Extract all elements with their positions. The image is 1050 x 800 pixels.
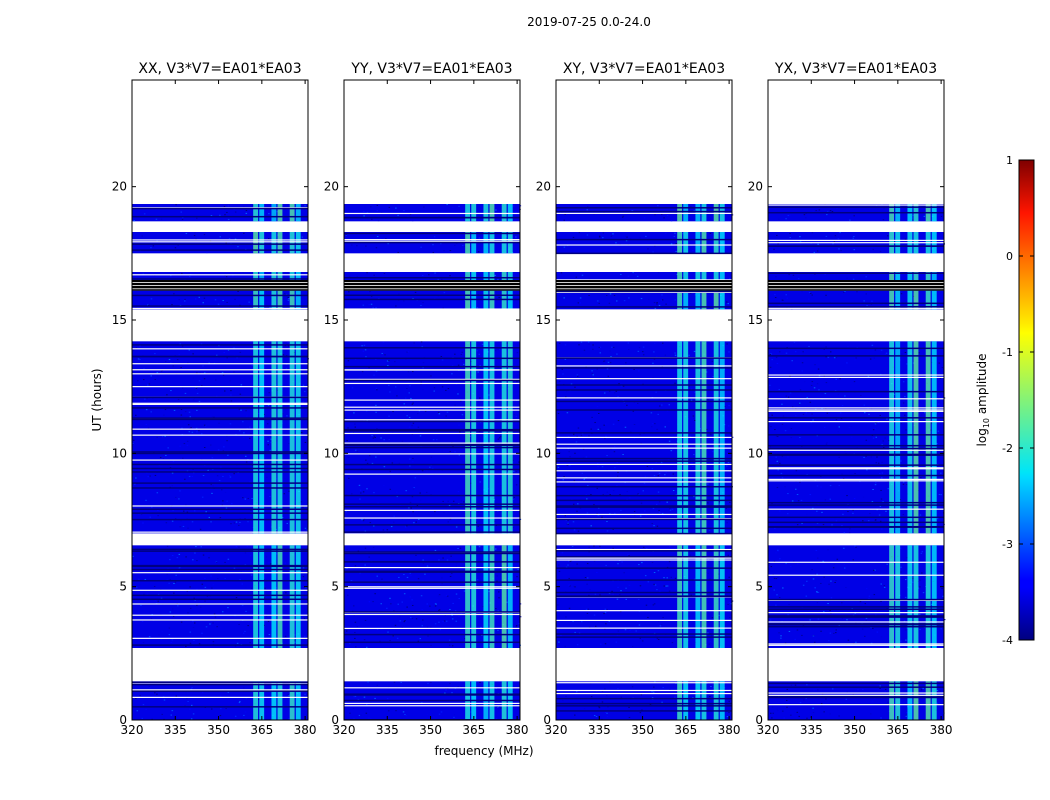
panel-title-1: YY, V3*V7=EA01*EA03 [350,61,512,77]
data-segment-0-4 [132,272,308,283]
x-tick-label-1-3: 365 [462,723,485,737]
x-tick-label-0-3: 365 [250,723,273,737]
data-segment-2-6 [556,204,734,222]
x-tick-label-3-4: 380 [930,723,953,737]
data-segment-1-0 [344,681,520,721]
chart-suptitle: 2019-07-25 0.0-24.0 [527,15,651,29]
flag-band-0-0 [132,280,308,291]
data-segment-2-5 [556,232,732,255]
x-tick-label-3-0: 320 [757,723,780,737]
panel-2: XY, V3*V7=EA01*EA03 320 335 350 365 380 0 5 10 15… [536,61,741,737]
data-segment-0-2 [132,341,309,534]
y-tick-label-0-4: 20 [112,180,127,194]
y-tick-label-0-1: 5 [119,580,127,594]
y-tick-label-1-1: 5 [331,580,339,594]
flag-band-2-0 [556,280,732,291]
data-segment-2-0 [556,681,732,720]
data-segment-2-2 [556,341,734,535]
y-tick-label-2-2: 10 [536,446,551,460]
x-tick-label-3-2: 350 [843,723,866,737]
panel-1: YY, V3*V7=EA01*EA03 320 335 350 365 380 0 5 10 15… [324,61,529,737]
y-tick-label-2-3: 15 [536,313,551,327]
colorbar-tick-label-5: -4 [1002,634,1013,647]
y-axis-label: UT (hours) [90,368,104,431]
y-tick-label-0-0: 0 [119,713,127,727]
x-tick-label-2-3: 365 [674,723,697,737]
colorbar-tick-label-1: 0 [1006,250,1013,263]
data-segment-1-3 [344,290,520,310]
axes-frame-0 [131,79,309,721]
data-segment-3-6 [768,204,944,222]
panel-title-2: XY, V3*V7=EA01*EA03 [563,61,725,77]
x-tick-label-0-0: 320 [121,723,144,737]
x-tick-label-3-3: 365 [886,723,909,737]
panel-title-3: YX, V3*V7=EA01*EA03 [774,61,937,77]
x-tick-label-1-1: 335 [376,723,399,737]
data-segment-2-1 [556,545,734,648]
colorbar: 1 0 -1 -2 -3 -4 log10 amplitude [975,154,1035,647]
y-tick-label-1-0: 0 [331,713,339,727]
y-tick-label-3-1: 5 [755,580,763,594]
data-segment-1-6 [344,204,522,222]
x-axis-label: frequency (MHz) [434,744,533,758]
y-tick-label-0-2: 10 [112,446,127,460]
data-segment-3-5 [768,232,946,254]
x-tick-label-2-0: 320 [545,723,568,737]
x-tick-label-1-2: 350 [419,723,442,737]
panel-3: YX, V3*V7=EA01*EA03 320 335 350 365 380 0 5 10 15… [748,61,953,737]
data-segment-3-0 [768,681,945,720]
x-tick-label-1-0: 320 [333,723,356,737]
x-tick-label-0-2: 350 [207,723,230,737]
x-tick-label-3-1: 335 [800,723,823,737]
y-tick-label-2-0: 0 [543,713,551,727]
data-segment-0-5 [132,232,308,254]
x-tick-label-2-2: 350 [631,723,654,737]
colorbar-tick-label-3: -2 [1002,442,1013,455]
data-segment-3-3 [768,290,944,310]
data-segment-3-2 [768,341,946,534]
colorbar-tick-label-2: -1 [1002,346,1013,359]
data-segment-0-3 [132,290,308,310]
y-tick-label-1-4: 20 [324,180,339,194]
y-tick-label-1-2: 10 [324,446,339,460]
panel-0: XX, V3*V7=EA01*EA03 320 335 350 365 380 0 5 10 15… [112,61,317,737]
colorbar-gradient [1018,159,1035,641]
axes-frame-3 [767,79,945,721]
x-tick-label-0-4: 380 [294,723,317,737]
axes-frame-2 [555,79,733,721]
y-tick-label-1-3: 15 [324,313,339,327]
data-segment-0-0 [132,681,308,720]
data-segment-0-1 [132,545,309,648]
panel-title-0: XX, V3*V7=EA01*EA03 [138,61,301,77]
flag-band-1-0 [344,280,520,291]
data-segment-1-1 [344,545,522,648]
colorbar-label: log10 amplitude [975,354,991,447]
data-segment-0-6 [132,204,308,222]
y-tick-label-3-3: 15 [748,313,763,327]
y-tick-label-2-4: 20 [536,180,551,194]
y-tick-label-3-2: 10 [748,446,763,460]
data-segment-2-3 [556,290,732,310]
data-segment-1-2 [344,341,522,534]
colorbar-tick-label-0: 1 [1006,154,1013,167]
colorbar-tick-label-4: -3 [1002,538,1013,551]
x-tick-label-1-4: 380 [506,723,529,737]
y-tick-label-0-3: 15 [112,313,127,327]
flag-band-3-0 [768,280,944,291]
x-tick-label-0-1: 335 [164,723,187,737]
y-tick-label-2-1: 5 [543,580,551,594]
x-tick-label-2-4: 380 [718,723,741,737]
x-tick-label-2-1: 335 [588,723,611,737]
axes-frame-1 [343,79,521,721]
y-tick-label-3-4: 20 [748,180,763,194]
data-segment-3-1 [768,545,946,648]
data-segment-1-5 [344,232,520,254]
y-tick-label-3-0: 0 [755,713,763,727]
